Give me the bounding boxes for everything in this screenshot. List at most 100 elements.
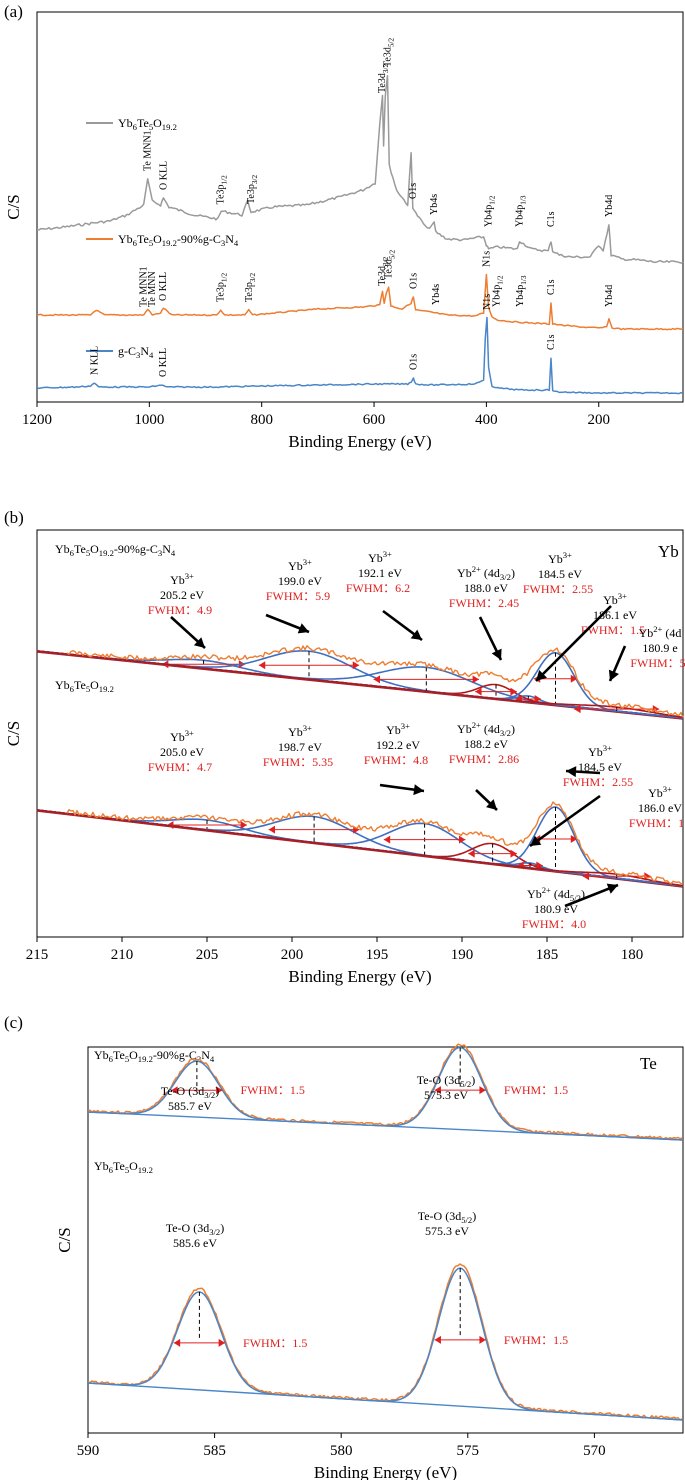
peak-energy-label: 575.3 eV [424, 1088, 468, 1102]
x-tick-label: 200 [587, 412, 610, 428]
peak-label: C1s [546, 279, 557, 295]
peak-label: Yb4d [604, 285, 615, 307]
peak-state-label: Yb3+ [170, 571, 194, 587]
peak-label: Te3d5/2 [384, 250, 397, 279]
peak-state-label: Yb3+ [603, 591, 627, 607]
pointer-arrow [379, 783, 425, 796]
peak-label: Te MNN [147, 271, 158, 307]
pointer-arrow [475, 789, 498, 811]
x-tick-label: 205 [196, 947, 219, 963]
peak-fwhm-label: FWHM：4.0 [522, 917, 586, 931]
peak-label: Yb4p1/3 [515, 195, 528, 227]
fwhm-arrowhead [644, 872, 651, 881]
peak-fwhm-label: FWHM：4.7 [148, 760, 212, 774]
fwhm-arrowhead [582, 872, 590, 881]
peak-fwhm-label: FWHM：1.5 [243, 1336, 307, 1350]
peak-label: C1s [546, 211, 557, 227]
x-tick-label: 210 [111, 947, 134, 963]
background-line-red [36, 810, 684, 888]
peak-state-label: Yb2+ (4d5/2) [527, 885, 585, 903]
fwhm-arrow [258, 661, 360, 670]
peak-fwhm-label: FWHM：1.5 [504, 1333, 568, 1347]
panel-label-b: (b) [4, 508, 24, 527]
sample-label: Yb6Te5O19.2 [55, 678, 114, 694]
pointer-arrow [564, 883, 619, 908]
fwhm-arrow [434, 1086, 486, 1095]
pointer-head [410, 629, 422, 640]
peak-state-label: Yb3+ [548, 550, 572, 566]
background-line-red [36, 651, 684, 720]
pointer-head [297, 623, 309, 634]
pointer-arrow [529, 794, 601, 848]
peak-fwhm-label: FWHM：5.9 [266, 589, 330, 603]
x-tick-label: 575 [457, 1443, 480, 1459]
fwhm-arrowhead [475, 687, 482, 696]
peak-state-label: Te-O (3d5/2) [417, 1073, 476, 1089]
fwhm-arrowhead [459, 835, 466, 844]
peak-label: N KLL [89, 346, 100, 375]
peak-fwhm-label: FWHM：2.45 [449, 596, 519, 610]
peak-energy-label: 192.1 eV [358, 566, 402, 580]
x-axis-label: Binding Energy (eV) [314, 1463, 457, 1480]
x-tick-label: 200 [281, 947, 304, 963]
pointer-head [193, 637, 205, 648]
peak-energy-label: 184.5 eV [538, 567, 582, 581]
component-peak [36, 809, 684, 887]
peak-label: Yb4p1/3 [515, 275, 528, 307]
fwhm-arrowhead [216, 1086, 223, 1095]
legend-label: Yb6Te5O19.2-90%g-C3N4 [118, 232, 239, 248]
peak-state-label: Yb3+ [386, 721, 410, 737]
pointer-head [608, 669, 619, 681]
panel-label-c: (c) [4, 1013, 23, 1032]
x-tick-label: 570 [583, 1443, 606, 1459]
plot-frame [36, 529, 684, 938]
peak-energy-label: 575.3 eV [425, 1224, 469, 1238]
fwhm-arrowhead [258, 661, 266, 670]
x-tick-label: 1000 [134, 412, 164, 428]
peak-label: O KLL [158, 161, 169, 190]
fwhm-arrowhead [534, 694, 542, 703]
panel-title-b: Yb [658, 542, 679, 561]
peak-fwhm-label: FWHM：6.2 [346, 581, 410, 595]
peak-label: N1s [481, 251, 492, 267]
pointer-head [530, 835, 542, 846]
peak-energy-label: 184.5 eV [578, 760, 622, 774]
fwhm-arrowhead [373, 675, 380, 684]
te-sample-0: Yb6Te5O19.2-90%g-C3N4 Te-O (3d3/2)585.7 e… [87, 1043, 684, 1141]
fwhm-arrowhead [510, 849, 517, 858]
peak-fwhm-label: FWHM：5 [630, 656, 685, 670]
fwhm-arrowhead [268, 825, 276, 834]
x-tick-label: 185 [536, 947, 559, 963]
peak-fwhm-label: FWHM：4.9 [148, 603, 212, 617]
peak-label: O1s [408, 354, 419, 370]
fwhm-arrowhead [570, 835, 578, 843]
peak-label: Te3d3/2 [377, 64, 390, 93]
x-tick-label: 580 [330, 1443, 353, 1459]
x-tick-label: 190 [451, 947, 474, 963]
fwhm-arrowhead [468, 849, 475, 858]
peak-label: Te3d5/2 [383, 38, 396, 67]
peak-label: O1s [408, 273, 419, 289]
fwhm-arrowhead [383, 835, 391, 844]
component-peak [36, 650, 684, 719]
plot-frame [87, 1046, 684, 1434]
panel-title-c: Te [640, 1054, 657, 1073]
peak-energy-label: 585.7 eV [168, 1099, 212, 1113]
peak-label: Te3p1/2 [216, 175, 229, 204]
peak-energy-label: 188.2 eV [464, 737, 508, 751]
peak-fwhm-label: FWHM：4.8 [364, 753, 428, 767]
peak-label: Te3p3/2 [246, 175, 259, 204]
peak-state-label: Yb3+ [170, 728, 194, 744]
peak-fwhm-label: FWHM：1.5 [504, 1083, 568, 1097]
sample-label: Yb6Te5O19.2-90%g-C3N4 [94, 1048, 215, 1064]
peak-energy-label: 186.1 eV [593, 608, 637, 622]
pointer-shaft [529, 794, 601, 848]
peak-label: Te3p3/2 [244, 273, 257, 302]
peak-energy-label: 199.0 eV [278, 574, 322, 588]
legend-label: g-C3N4 [118, 344, 154, 360]
x-tick-label: 590 [77, 1443, 100, 1459]
fwhm-arrowhead [352, 661, 360, 670]
peak-label: O KLL [158, 348, 169, 377]
